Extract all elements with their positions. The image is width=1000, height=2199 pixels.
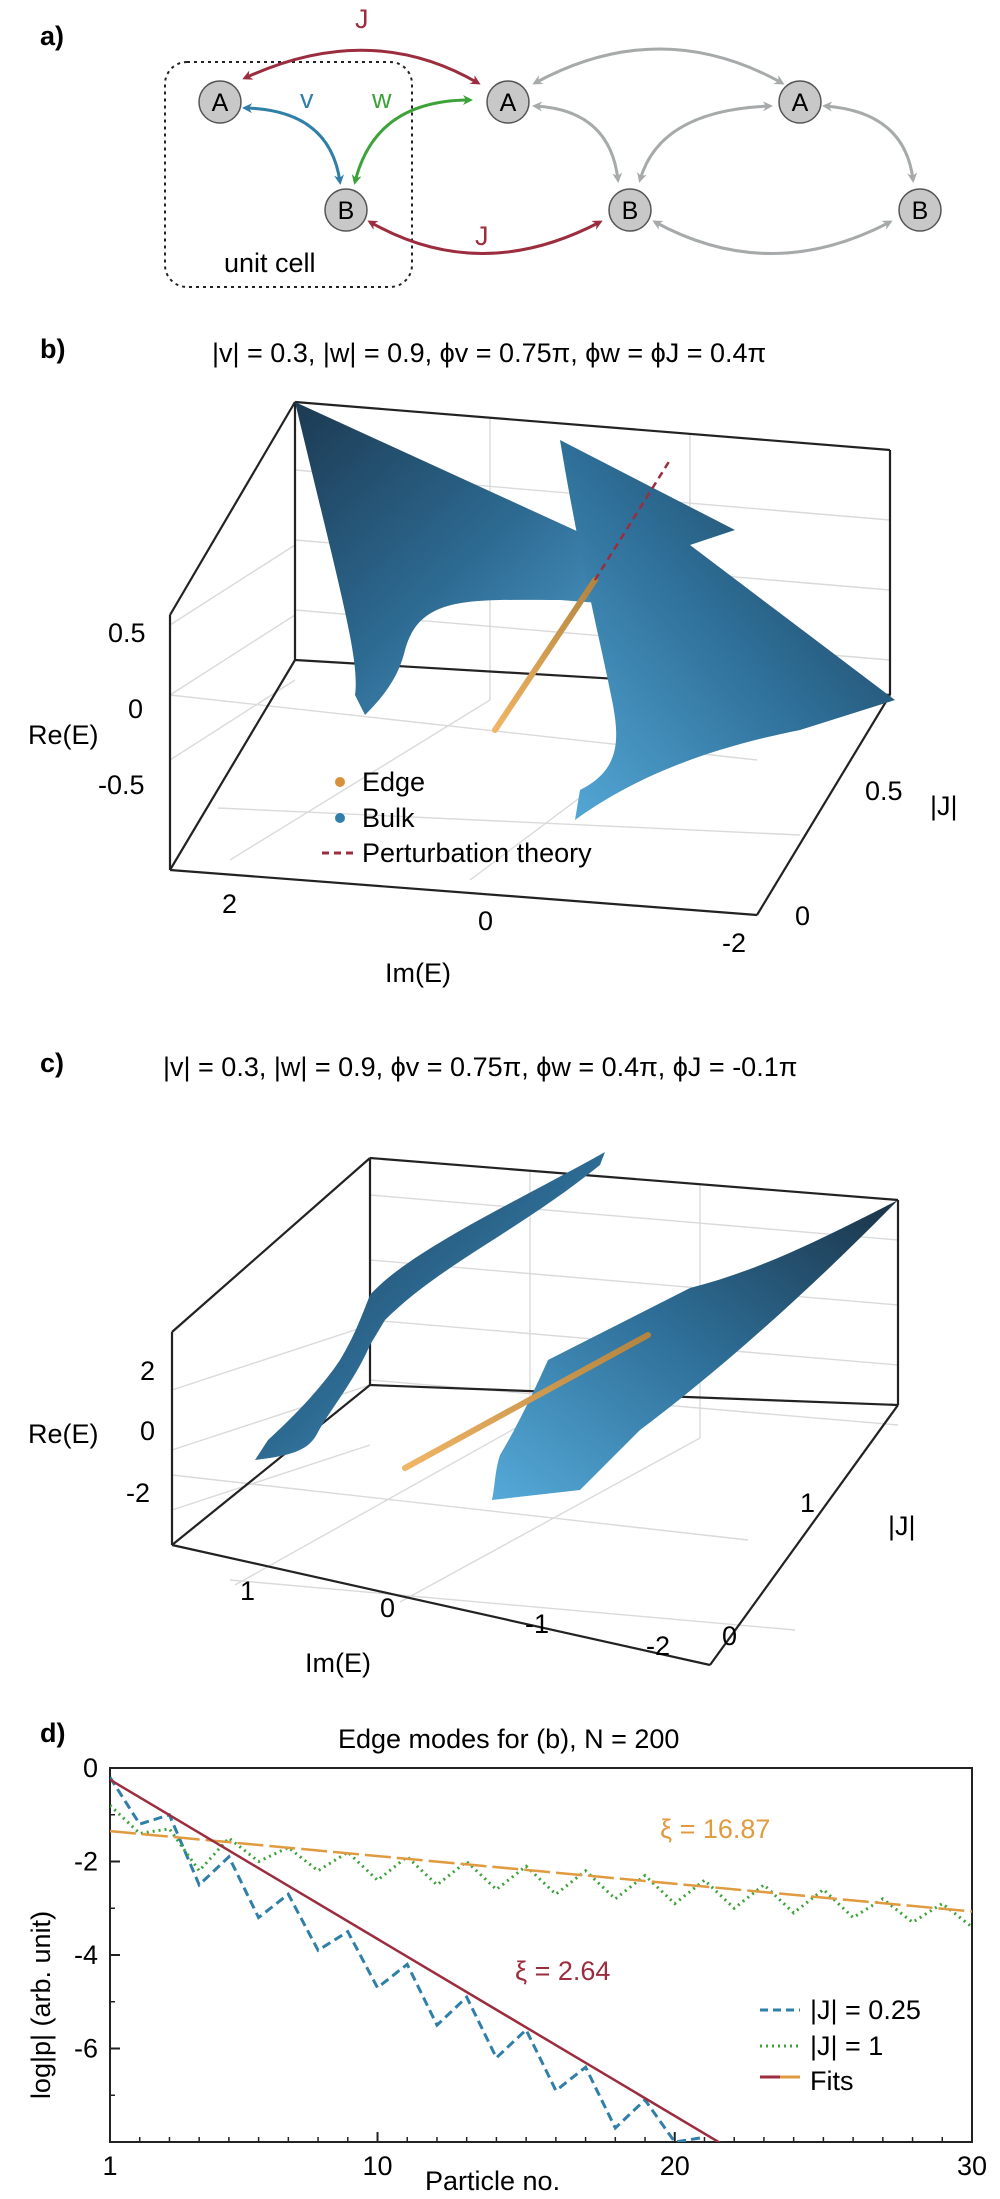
c-xtick-2: -1 — [525, 1609, 549, 1639]
unit-cell-label: unit cell — [224, 248, 316, 278]
panel-b: b) |v| = 0.3, |w| = 0.9, ϕv = 0.75π, ϕw … — [28, 334, 958, 988]
hopping-gray-ab3 — [822, 101, 918, 183]
svg-text:B: B — [338, 197, 355, 225]
hopping-gray-aa — [532, 47, 785, 85]
bulk-surface-left — [295, 402, 640, 715]
series-j025-line — [110, 1776, 705, 2142]
hopping-gray-ab2 — [637, 101, 773, 183]
svg-text:A: A — [212, 89, 229, 117]
node-a1: A — [198, 80, 242, 124]
b-xtick-2: -2 — [722, 928, 746, 958]
panel-b-legend: Edge Bulk Perturbation theory — [322, 767, 592, 868]
c-ztick-2: -2 — [126, 1478, 150, 1508]
panel-a: a) unit cell J v w J A B A — [40, 4, 942, 288]
chart-ylabel: log|p| (arb. unit) — [26, 1911, 56, 2099]
panel-c-title: |v| = 0.3, |w| = 0.9, ϕv = 0.75π, ϕw = 0… — [163, 1052, 797, 1082]
hopping-w-arrow — [351, 95, 473, 185]
panel-c: c) |v| = 0.3, |w| = 0.9, ϕv = 0.75π, ϕw … — [28, 1048, 916, 1678]
edge-mode-line-c — [402, 1332, 651, 1471]
c-xtick-3: -2 — [646, 1631, 670, 1661]
panel-a-label: a) — [40, 21, 64, 51]
b-ylabel: |J| — [930, 791, 958, 821]
panel-d: c) d) Edge modes for (b), N = 200 110203… — [26, 1718, 987, 2196]
x-tick-label: 30 — [957, 2151, 987, 2181]
series-j1-line — [110, 1804, 972, 1929]
hopping-v-arrow — [242, 103, 344, 185]
hopping-w-label: w — [371, 84, 392, 114]
b-ztick-1: 0 — [128, 694, 143, 724]
panel-c-label: c) — [40, 1048, 64, 1078]
legend-edge-marker — [335, 777, 345, 787]
legend-edge-label: Edge — [362, 767, 425, 797]
c-zlabel: Re(E) — [28, 1419, 99, 1449]
node-a3: A — [778, 80, 822, 124]
hopping-v-label: v — [300, 84, 314, 114]
y-tick-label: -2 — [74, 1847, 98, 1877]
x-tick-label: 10 — [362, 2151, 392, 2181]
b-xtick-1: 0 — [478, 906, 493, 936]
chart-title: Edge modes for (b), N = 200 — [338, 1724, 679, 1754]
node-b1: B — [324, 188, 368, 232]
legend-j1-label: |J| = 1 — [810, 2031, 883, 2061]
bulk-surface-right — [560, 440, 895, 820]
hopping-gray-bb — [652, 220, 893, 255]
svg-text:B: B — [622, 197, 639, 225]
y-tick-label: -4 — [74, 1940, 98, 1970]
edge-mode-line — [492, 577, 598, 733]
legend-fits-label: Fits — [810, 2066, 854, 2096]
svg-text:B: B — [912, 197, 929, 225]
chart-xlabel: Particle no. — [425, 2166, 560, 2196]
c-ztick-1: 0 — [140, 1416, 155, 1446]
hopping-j-bottom-label: J — [475, 221, 489, 251]
node-b3: B — [898, 188, 942, 232]
c-xtick-1: 0 — [380, 1593, 395, 1623]
legend-bulk-marker — [335, 813, 345, 823]
b-xtick-0: 2 — [222, 889, 237, 919]
x-tick-label: 20 — [660, 2151, 690, 2181]
hopping-j-top-arrow — [242, 48, 481, 85]
c-xlabel: Im(E) — [305, 1648, 371, 1678]
node-b2: B — [608, 188, 652, 232]
b-ztick-2: -0.5 — [98, 770, 145, 800]
b-xlabel: Im(E) — [385, 958, 451, 988]
c-ytick-0: 1 — [800, 1488, 815, 1518]
fit-xi-2-line — [110, 1778, 722, 2142]
c-ytick-1: 0 — [722, 1621, 737, 1651]
b-ytick-0: 0.5 — [865, 776, 903, 806]
annotation-xi-16: ξ = 16.87 — [660, 1814, 770, 1844]
y-tick-label: -6 — [74, 2034, 98, 2064]
chart-legend: |J| = 0.25 |J| = 1 Fits — [760, 1995, 921, 2096]
fit-xi-16-line — [110, 1829, 972, 1913]
c-xtick-0: 1 — [240, 1576, 255, 1606]
bulk-surface-c-left — [255, 1152, 605, 1460]
legend-j025-label: |J| = 0.25 — [810, 1995, 921, 2025]
panel-b-title: |v| = 0.3, |w| = 0.9, ϕv = 0.75π, ϕw = ϕ… — [212, 338, 766, 368]
hopping-gray-ab1 — [532, 101, 623, 183]
b-ytick-1: 0 — [795, 901, 810, 931]
unit-cell-box — [164, 61, 413, 288]
x-tick-label: 1 — [102, 2151, 117, 2181]
hopping-j-bottom-arrow — [367, 220, 603, 255]
annotation-xi-2: ξ = 2.64 — [515, 1956, 610, 1986]
svg-text:A: A — [792, 89, 809, 117]
svg-text:A: A — [500, 89, 517, 117]
y-tick-label: 0 — [83, 1753, 98, 1783]
hopping-j-top-label: J — [355, 4, 369, 34]
panel-d-label-text: d) — [40, 1718, 65, 1748]
b-zlabel: Re(E) — [28, 720, 99, 750]
panel-b-label: b) — [40, 334, 65, 364]
c-ylabel: |J| — [888, 1511, 916, 1541]
b-ztick-0: 0.5 — [108, 618, 146, 648]
c-ztick-0: 2 — [140, 1356, 155, 1386]
legend-bulk-label: Bulk — [362, 803, 415, 833]
legend-perturbation-label: Perturbation theory — [362, 838, 592, 868]
node-a2: A — [486, 80, 530, 124]
bulk-surface-c-right — [492, 1200, 898, 1500]
edge-mode-chart: 1 10 20 30 0 -2 -4 -6 — [74, 1753, 987, 2181]
